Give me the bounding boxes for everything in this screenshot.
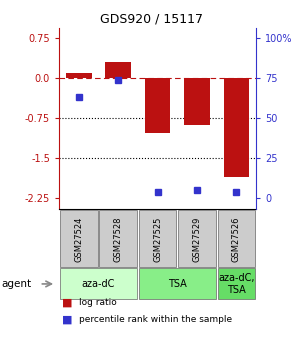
Text: GSM27525: GSM27525 xyxy=(153,216,162,262)
Text: TSA: TSA xyxy=(168,279,187,289)
Bar xyxy=(184,78,210,125)
Text: ■: ■ xyxy=(62,315,73,324)
Text: percentile rank within the sample: percentile rank within the sample xyxy=(79,315,232,324)
Bar xyxy=(145,78,170,132)
Text: aza-dC: aza-dC xyxy=(82,279,115,289)
Text: agent: agent xyxy=(2,279,32,289)
Bar xyxy=(224,78,249,177)
Text: aza-dC,
TSA: aza-dC, TSA xyxy=(218,273,255,295)
Text: ■: ■ xyxy=(62,298,73,308)
Text: GSM27526: GSM27526 xyxy=(232,216,241,262)
Text: GDS920 / 15117: GDS920 / 15117 xyxy=(100,12,203,25)
Text: log ratio: log ratio xyxy=(79,298,117,307)
Bar xyxy=(105,62,131,78)
Text: GSM27529: GSM27529 xyxy=(192,216,201,262)
Bar xyxy=(66,73,92,78)
Text: GSM27528: GSM27528 xyxy=(114,216,123,262)
Text: GSM27524: GSM27524 xyxy=(74,216,83,262)
